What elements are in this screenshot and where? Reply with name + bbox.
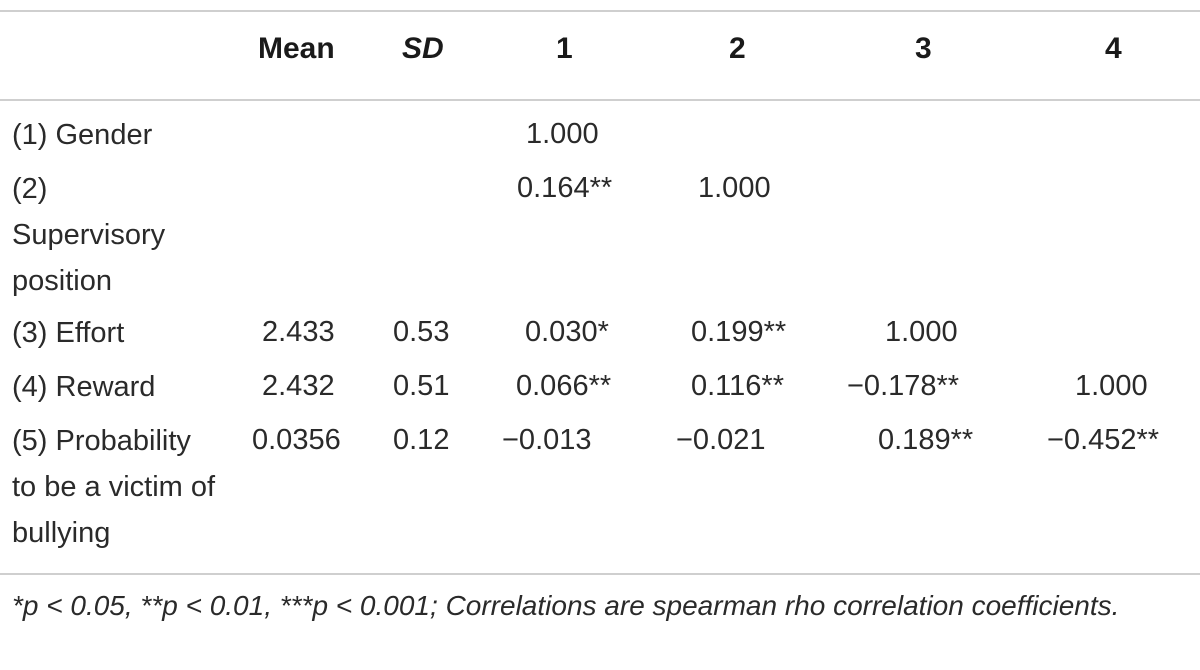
cell-3: −0.178** xyxy=(847,370,960,402)
row-label: (5) Probability to be a victim of bullyi… xyxy=(12,425,216,549)
cell-mean: 2.432 xyxy=(262,370,335,402)
cell-1: 0.030* xyxy=(525,316,609,348)
row-label: (1) Gender xyxy=(12,119,153,151)
cell-2: 0.199** xyxy=(691,316,787,348)
header-col-2: 2 xyxy=(729,32,746,65)
cell-sd: 0.12 xyxy=(393,424,450,456)
cell-2: −0.021 xyxy=(676,424,766,456)
header-col-4: 4 xyxy=(1105,32,1122,65)
cell-4: −0.452** xyxy=(1047,424,1160,456)
cell-1: 0.066** xyxy=(516,370,612,402)
cell-3: 1.000 xyxy=(885,316,958,348)
header-rule xyxy=(0,99,1200,101)
row-label: (4) Reward xyxy=(12,371,156,403)
cell-mean: 0.0356 xyxy=(252,424,341,456)
cell-1: −0.013 xyxy=(502,424,592,456)
cell-2: 0.116** xyxy=(691,370,784,402)
row-label: (2) Supervisory position xyxy=(12,173,166,297)
bottom-rule xyxy=(0,573,1200,575)
header-sd: SD xyxy=(402,32,444,65)
cell-2: 1.000 xyxy=(698,172,771,204)
cell-1: 1.000 xyxy=(526,118,599,150)
cell-1: 0.164** xyxy=(517,172,613,204)
table-footnote: *p < 0.05, **p < 0.01, ***p < 0.001; Cor… xyxy=(12,590,1120,621)
cell-sd: 0.53 xyxy=(393,316,450,348)
header-col-3: 3 xyxy=(915,32,932,65)
header-mean: Mean xyxy=(258,32,335,65)
cell-sd: 0.51 xyxy=(393,370,450,402)
cell-4: 1.000 xyxy=(1075,370,1148,402)
row-label: (3) Effort xyxy=(12,317,125,349)
cell-3: 0.189** xyxy=(878,424,974,456)
cell-mean: 2.433 xyxy=(262,316,335,348)
header-col-1: 1 xyxy=(556,32,573,65)
top-rule xyxy=(0,10,1200,12)
